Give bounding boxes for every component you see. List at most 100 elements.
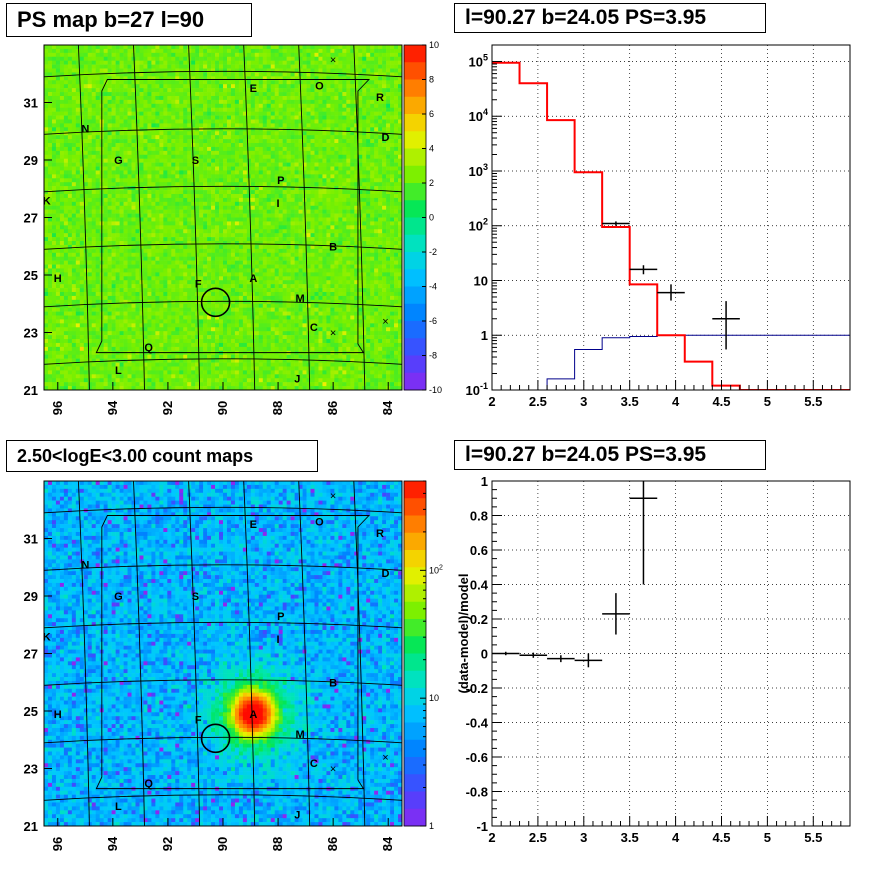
source-label-L: L [115, 365, 122, 377]
x-tick-label: 2.5 [529, 394, 547, 409]
y-tick-label: 31 [24, 96, 38, 111]
colorbar-tick-label: -6 [429, 316, 437, 326]
x-tick-label: 86 [325, 837, 340, 851]
y-tick-label: -0.8 [466, 785, 488, 800]
source-marker-x: × [382, 316, 388, 328]
colorbar-cell [404, 218, 426, 236]
source-label-P: P [277, 611, 284, 623]
source-label-H: H [54, 709, 62, 721]
source-label-S: S [192, 155, 199, 167]
x-tick-label: 5 [764, 394, 771, 409]
source-label-O: O [315, 80, 324, 92]
source-marker-x: × [382, 752, 388, 764]
colorbar-cell [404, 373, 426, 391]
colorbar-tick-label: 8 [429, 75, 434, 85]
y-tick-label: 1 [481, 474, 488, 489]
colorbar-cell [404, 654, 426, 672]
source-marker-x: × [330, 328, 336, 340]
colorbar-cell [404, 516, 426, 534]
source-label-M: M [296, 729, 305, 741]
source-marker-x: × [330, 764, 336, 776]
source-label-A: A [249, 709, 257, 721]
plot-background [492, 45, 850, 390]
y-tick-label: 21 [24, 383, 38, 398]
colorbar-cell [404, 183, 426, 201]
x-tick-label: 90 [215, 837, 230, 851]
y-tick-label: 27 [24, 211, 38, 226]
colorbar-cell [404, 131, 426, 149]
source-label-E: E [250, 83, 257, 95]
colorbar-tick-label: -8 [429, 351, 437, 361]
colorbar-cell [404, 200, 426, 218]
colorbar-cell [404, 602, 426, 620]
colorbar-tick-label: -2 [429, 247, 437, 257]
source-label-C: C [310, 758, 318, 770]
colorbar-cell [404, 774, 426, 792]
colorbar-tick-label: 6 [429, 109, 434, 119]
source-label-N: N [81, 559, 89, 571]
source-label-N: N [81, 123, 89, 135]
colorbar-tick-label: 2 [429, 178, 434, 188]
colorbar-tick-label: 10 [429, 693, 439, 703]
residual-title: l=90.27 b=24.05 PS=3.95 [454, 440, 766, 470]
y-tick-label: 29 [24, 589, 38, 604]
y-tick-label: 27 [24, 647, 38, 662]
y-tick-label: 0 [481, 647, 488, 662]
source-label-S: S [192, 591, 199, 603]
source-marker-x: × [330, 490, 336, 502]
x-tick-label: 5.5 [804, 394, 822, 409]
y-tick-label: 0.8 [470, 509, 488, 524]
y-tick-label: -0.6 [466, 750, 488, 765]
y-tick-label: 103 [469, 162, 488, 179]
source-label-J: J [294, 810, 300, 822]
heatmap-cells [44, 45, 402, 390]
y-tick-label: 25 [24, 268, 38, 283]
colorbar-tick-label: 4 [429, 144, 434, 154]
source-label-D: D [382, 132, 390, 144]
colorbar-cell [404, 723, 426, 741]
colorbar-cell [404, 338, 426, 356]
y-tick-label: 10 [474, 273, 488, 288]
x-tick-label: 92 [160, 837, 175, 851]
y-tick-label: 0.6 [470, 543, 488, 558]
colorbar-cell [404, 619, 426, 637]
x-tick-label: 84 [380, 836, 395, 851]
y-tick-label: -0.4 [466, 716, 489, 731]
y-tick-label: 31 [24, 532, 38, 547]
colorbar-tick-label: 0 [429, 213, 434, 223]
source-label-E: E [250, 519, 257, 531]
colorbar-cell [404, 740, 426, 758]
y-tick-label: 1 [481, 328, 488, 343]
colorbar-cell [404, 166, 426, 184]
colorbar-cell [404, 481, 426, 499]
source-label-J: J [294, 374, 300, 386]
colorbar-tick-label: 10 [429, 40, 439, 50]
y-tick-label: 10-1 [466, 381, 488, 398]
colorbar-cell [404, 688, 426, 706]
source-label-Q: Q [144, 342, 153, 354]
y-tick-label: 104 [469, 107, 488, 124]
source-label-Q: Q [144, 778, 153, 790]
colorbar-cell [404, 533, 426, 551]
x-tick-label: 4 [672, 830, 680, 845]
colorbar-cell [404, 45, 426, 63]
spectrum-title: l=90.27 b=24.05 PS=3.95 [454, 3, 766, 33]
y-tick-label: 25 [24, 704, 38, 719]
colorbar-tick-label: -4 [429, 282, 437, 292]
x-tick-label: 2 [488, 394, 495, 409]
y-tick-label: 23 [24, 326, 38, 341]
colorbar-cell [404, 269, 426, 287]
y-tick-label: 23 [24, 762, 38, 777]
x-tick-label: 96 [50, 837, 65, 851]
y-tick-label: 0.2 [470, 612, 488, 627]
source-label-R: R [376, 92, 384, 104]
x-tick-label: 3.5 [621, 394, 639, 409]
source-label-O: O [315, 516, 324, 528]
y-tick-label: 29 [24, 153, 38, 168]
